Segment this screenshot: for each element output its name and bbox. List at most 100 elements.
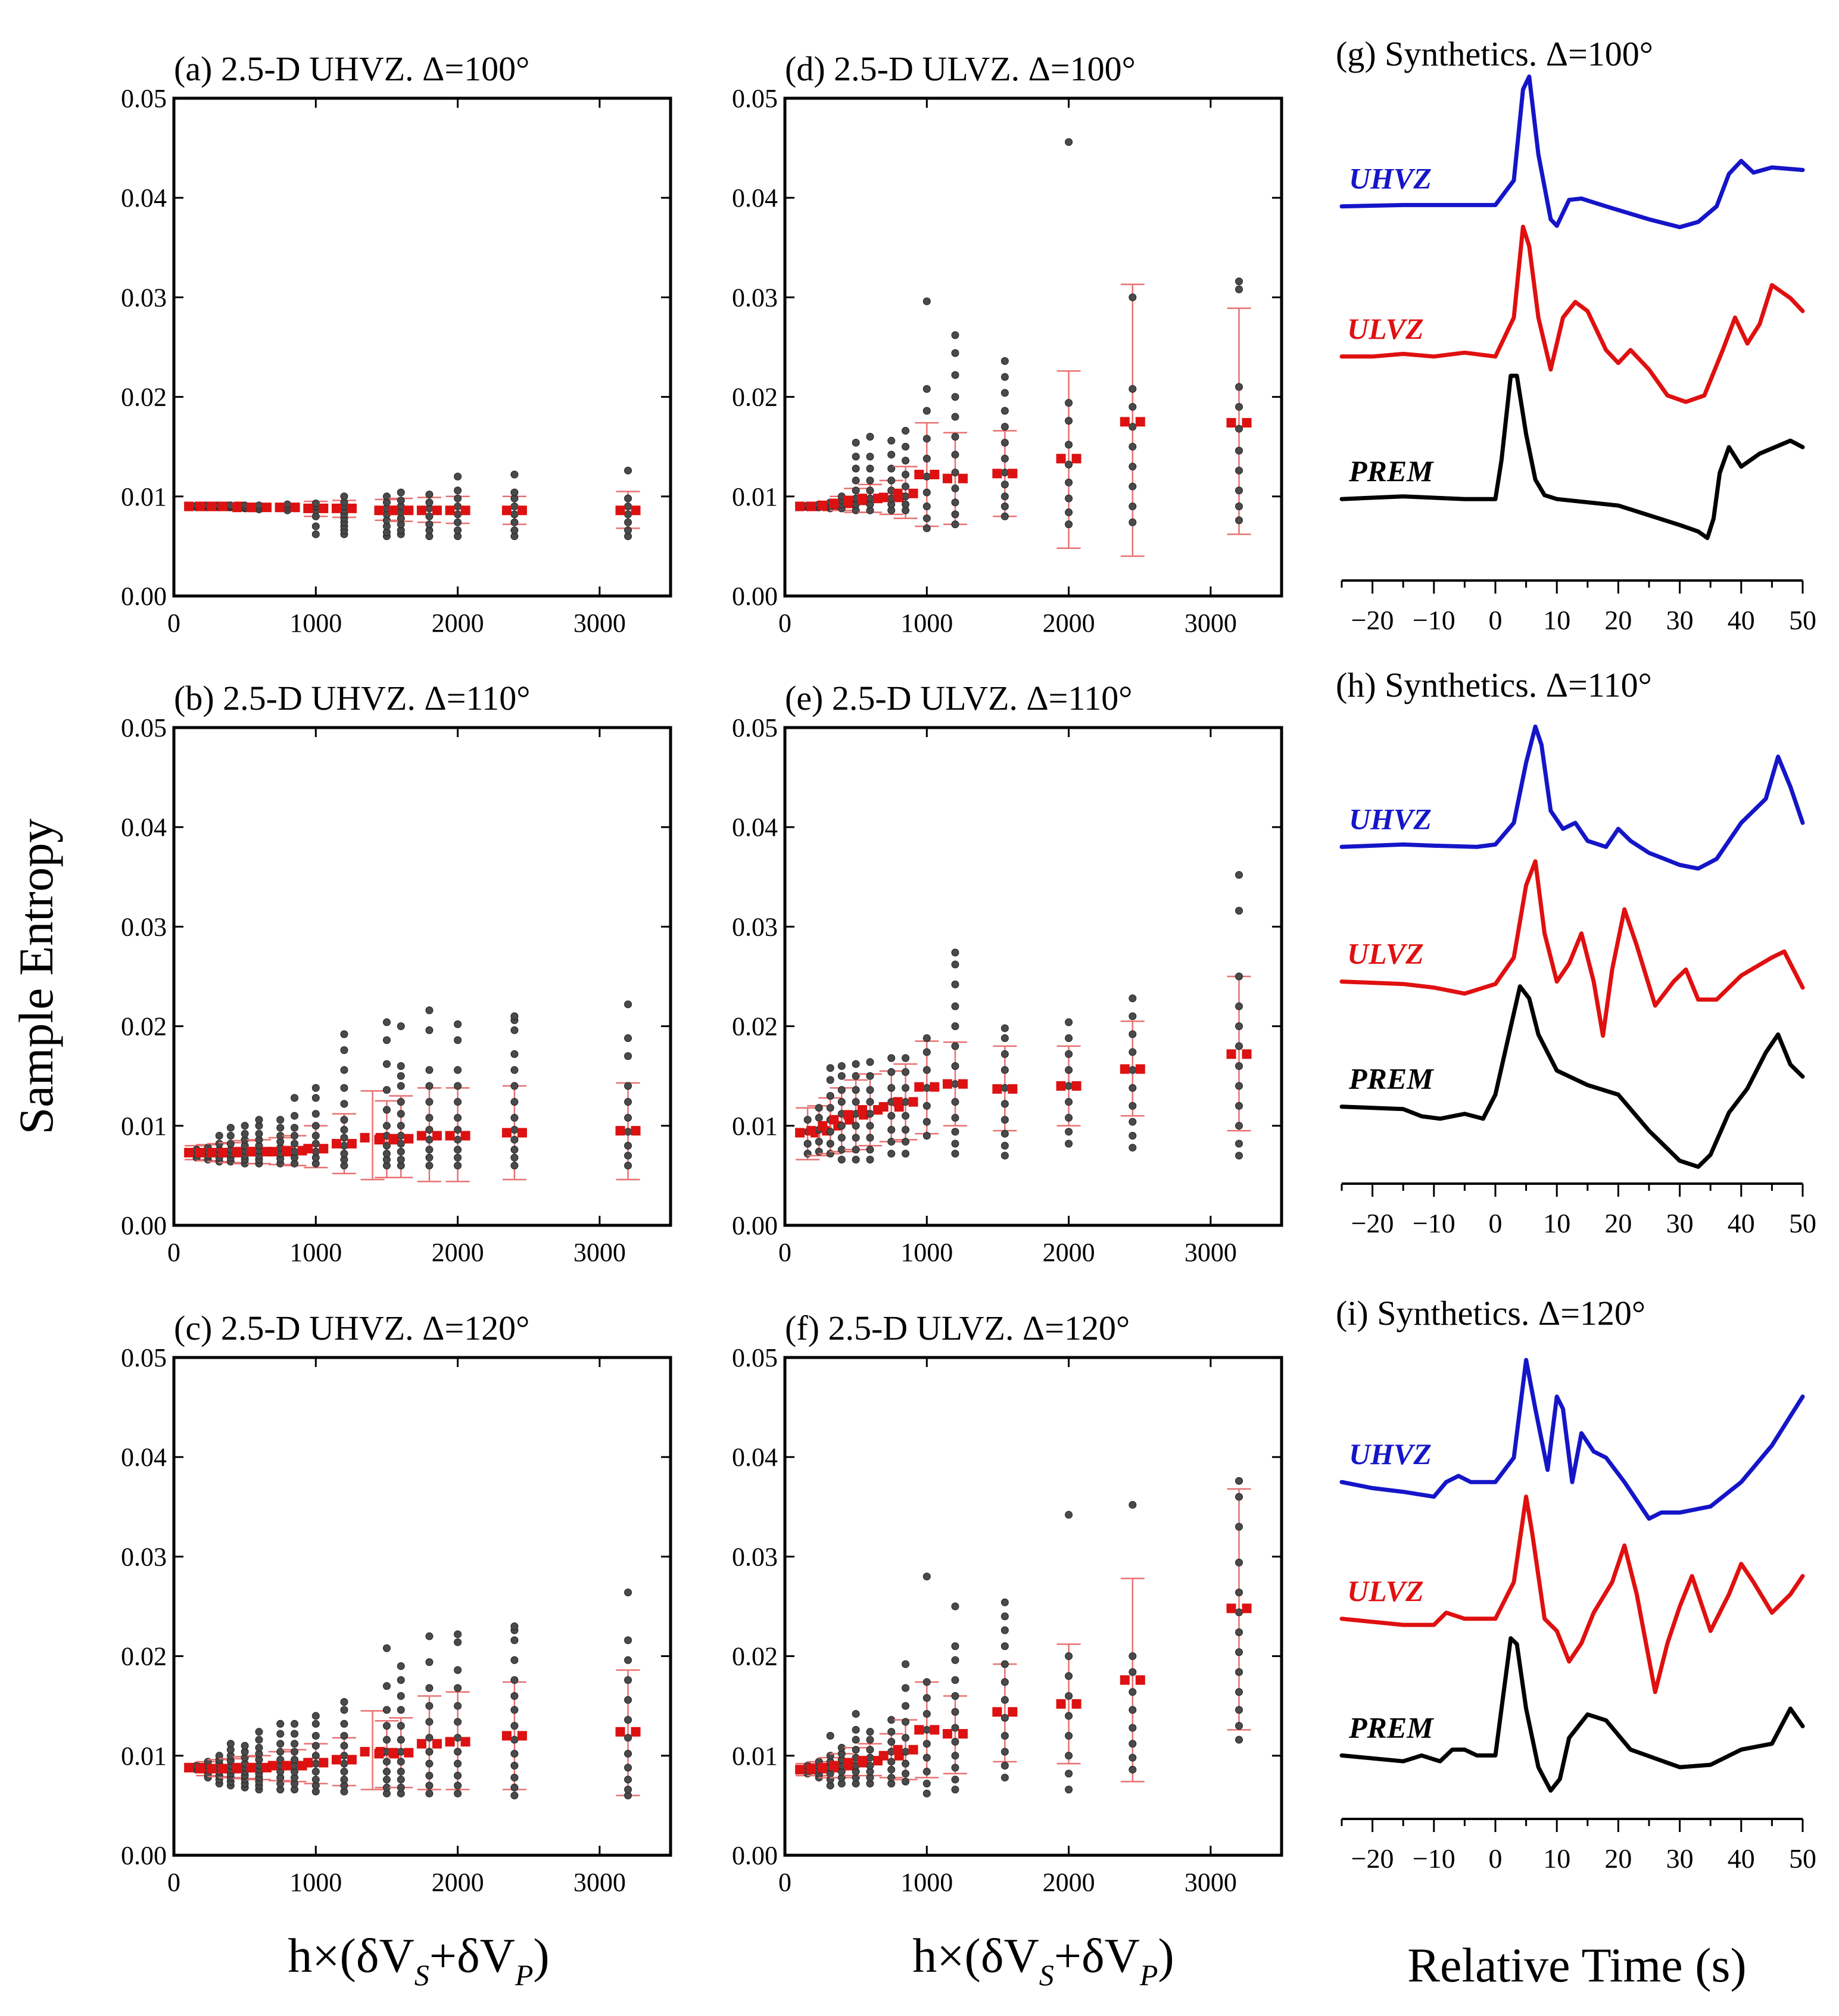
data-point [922,503,931,511]
data-point [454,526,462,535]
data-point [397,1156,405,1164]
data-point [397,1747,405,1756]
data-point [951,1724,959,1732]
data-point [454,1113,462,1122]
data-point [397,1147,405,1156]
data-point [397,1110,405,1118]
data-point [291,1755,299,1764]
x-tick-label: 0 [778,1868,791,1897]
data-point [510,503,519,511]
data-point [397,1768,405,1776]
data-point [454,518,462,526]
data-point [887,1084,896,1092]
data-point [510,1146,519,1154]
data-point [1235,1668,1243,1676]
x-tick-label: 30 [1666,1843,1694,1874]
data-point [311,1132,320,1140]
data-point [1065,508,1073,517]
data-point [1235,1002,1243,1010]
data-point [1129,1048,1137,1056]
data-point [624,518,632,526]
data-point [1235,516,1243,525]
data-point [852,1060,860,1068]
data-point [382,1706,391,1714]
data-point [510,1774,519,1782]
y-tick-label: 0.01 [732,1112,778,1141]
panel-h: (h) Synthetics. Δ=110° UHVZ ULVZ PREM −20 −10… [1336,666,1816,1238]
mean-marker [1008,1707,1018,1717]
data-point [454,1702,462,1710]
data-point [510,1656,519,1664]
data-point [1235,1722,1243,1730]
data-point [803,1116,812,1124]
x-tick-label: 3000 [573,608,626,638]
data-point [397,1140,405,1148]
data-point [1065,1050,1073,1058]
trace-ulvz [1339,859,1805,1038]
mean-marker [878,492,889,503]
data-point [425,1781,434,1790]
data-point [1129,1132,1137,1140]
y-tick-label: 0.00 [732,1211,778,1240]
data-point [866,486,874,495]
mean-marker [232,503,242,513]
mean-marker [460,1131,470,1141]
trace-label-ulvz: ULVZ [1347,937,1424,970]
mean-marker [246,1147,256,1157]
mean-marker [857,1756,867,1766]
data-point [624,466,632,475]
data-point [887,1774,896,1782]
data-point [510,1012,519,1021]
data-point [311,1110,320,1118]
data-point [1235,1648,1243,1656]
data-point [215,1140,223,1148]
data-point [922,385,931,393]
mean-marker [207,1147,217,1157]
data-point [291,1147,299,1156]
data-point [1235,285,1243,294]
data-point [1000,1141,1009,1150]
x-tick-label: 1000 [289,1238,342,1267]
data-point [425,1026,434,1034]
x-tick-label: 0 [778,1238,791,1267]
x-tick-label: 0 [778,608,791,638]
data-point [311,1122,320,1130]
mean-marker [207,501,217,511]
data-point [1065,399,1073,407]
data-point [922,407,931,415]
mean-marker [1056,1699,1066,1709]
y-tick-label: 0.01 [121,1742,167,1771]
data-point [340,1752,348,1760]
mean-marker [1120,417,1130,427]
data-point [951,1002,959,1010]
mean-marker [1135,1675,1145,1685]
data-point [951,349,959,357]
mean-marker [282,1761,292,1771]
data-point [1065,1511,1073,1519]
y-tick-label: 0.03 [732,283,778,312]
data-point [425,1684,434,1692]
data-point [510,1113,519,1122]
data-point [852,1156,860,1164]
data-point [397,1122,405,1130]
data-point [1065,1082,1073,1090]
y-tick-label: 0.05 [732,713,778,742]
data-point [255,1728,263,1736]
data-point [624,494,632,503]
data-point [1235,1122,1243,1130]
data-point [826,1076,834,1084]
data-point [902,1054,910,1062]
data-point [382,1141,391,1150]
mean-marker [806,1126,816,1136]
x-tick-label: 2000 [1043,1238,1095,1267]
mean-marker [374,1135,384,1145]
mean-marker [992,1084,1002,1094]
data-point [951,1062,959,1070]
data-point [866,1086,874,1094]
y-tick-label: 0.05 [121,713,167,742]
data-point [510,1706,519,1714]
data-point [425,1632,434,1640]
mean-marker [1120,1675,1130,1685]
mean-marker [893,1745,903,1755]
data-point [826,1104,834,1112]
